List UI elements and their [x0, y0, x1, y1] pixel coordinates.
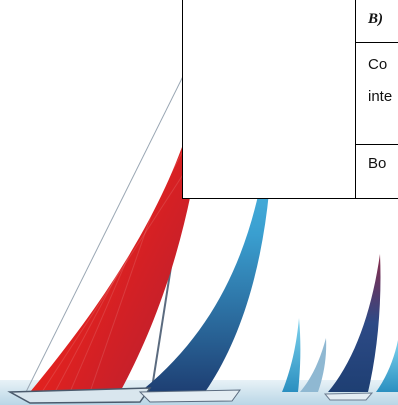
- hull-small: [323, 392, 374, 401]
- table-frame: B) Co inte Bo: [182, 0, 398, 199]
- table-header-cell: B): [356, 0, 398, 43]
- hull-main: [7, 387, 152, 404]
- blue-sail: [140, 104, 273, 392]
- header-text: B): [368, 11, 383, 27]
- row1-line1: Co: [368, 56, 388, 73]
- table-cell-row1: Co inte: [356, 42, 398, 145]
- small-sail-1: [282, 318, 301, 392]
- row1-line2: inte: [368, 88, 393, 105]
- small-sail-3: [328, 254, 381, 392]
- hull-second: [138, 389, 241, 403]
- jib-line: [25, 21, 211, 393]
- row2-text: Bo: [368, 155, 387, 172]
- table-column: B) Co inte Bo: [355, 0, 398, 198]
- small-sail-4: [376, 340, 398, 392]
- small-sail-2: [300, 338, 327, 392]
- table-cell-row2: Bo: [356, 144, 398, 197]
- red-sail: [30, 28, 210, 392]
